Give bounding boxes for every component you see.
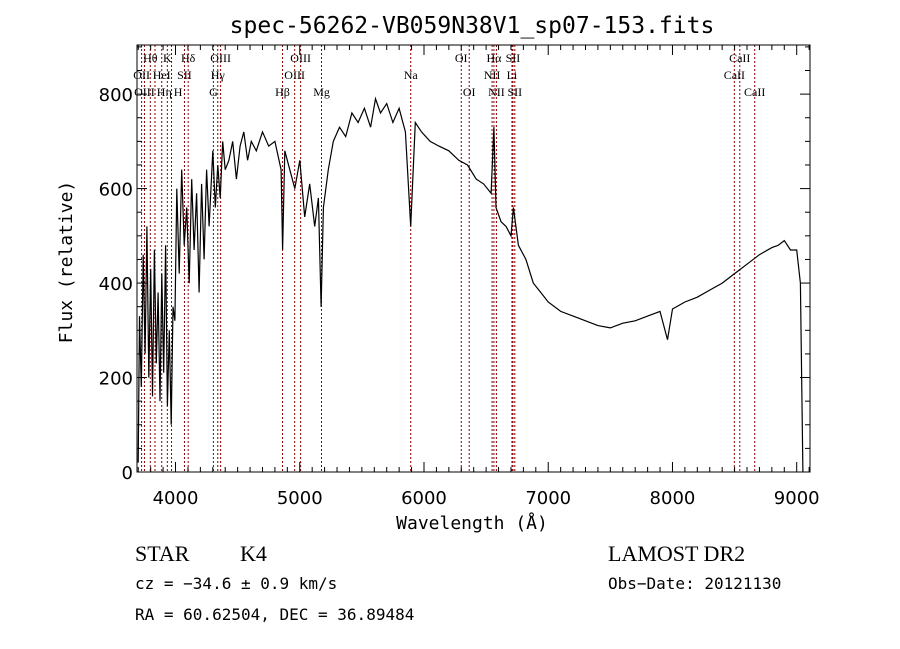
marker-label: CaII [744,85,765,99]
survey-name: LAMOST DR2 [608,541,745,566]
x-tick-label: 6000 [401,488,447,509]
marker-label: SII [506,51,521,65]
marker-label: H [174,85,183,99]
marker-label: Hβ [275,85,290,99]
marker-label: SII [177,68,192,82]
subclass: K4 [240,541,267,566]
marker-label: OI [455,51,468,65]
marker-label: Hδ [181,51,196,65]
object-class: STAR [135,541,190,566]
marker-label: CaII [724,68,745,82]
marker-label: Hα [487,51,503,65]
marker-label: OIII [134,85,155,99]
x-axis-label: Wavelength (Å) [396,512,548,534]
y-axis-label: Flux (relative) [56,181,77,344]
marker-label: OIII [284,68,305,82]
marker-label: CaII [729,51,750,65]
marker-label: OIII [210,51,231,65]
marker-label: NII [484,68,501,82]
y-tick-label: 400 [99,274,133,295]
x-tick-label: 7000 [525,488,571,509]
marker-label: NII [488,85,505,99]
marker-label: K [163,51,172,65]
chart-title: spec-56262-VB059N38V1_sp07-153.fits [230,13,715,39]
marker-label: OI [463,85,476,99]
marker-label: G [209,85,218,99]
marker-label: Na [404,68,419,82]
marker-label: SII [508,85,523,99]
coords-text: RA = 60.62504, DEC = 36.89484 [135,605,414,624]
x-tick-label: 9000 [774,488,820,509]
y-tick-label: 600 [99,180,133,201]
y-tick-label: 200 [99,369,133,390]
spectrum-line [137,96,804,473]
marker-label: Mg [313,85,330,99]
axes: 4000 5000 6000 7000 8000 9000 0 200 400 600 800 [99,45,820,509]
marker-label: Hη [157,85,172,99]
redshift-text: cz = −34.6 ± 0.9 km/s [135,574,337,593]
marker-label: HeI [153,68,171,82]
y-tick-label: 0 [122,463,133,484]
marker-label: OIII [290,51,311,65]
marker-label: Li [507,68,518,82]
x-tick-label: 4000 [153,488,199,509]
obs-date-text: Obs−Date: 20121130 [608,574,781,593]
marker-label: Hθ [143,51,158,65]
plot-frame [136,44,811,473]
x-tick-label: 8000 [650,488,696,509]
y-tick-label: 800 [99,85,133,106]
x-tick-label: 5000 [277,488,323,509]
marker-label: Hγ [211,68,226,82]
